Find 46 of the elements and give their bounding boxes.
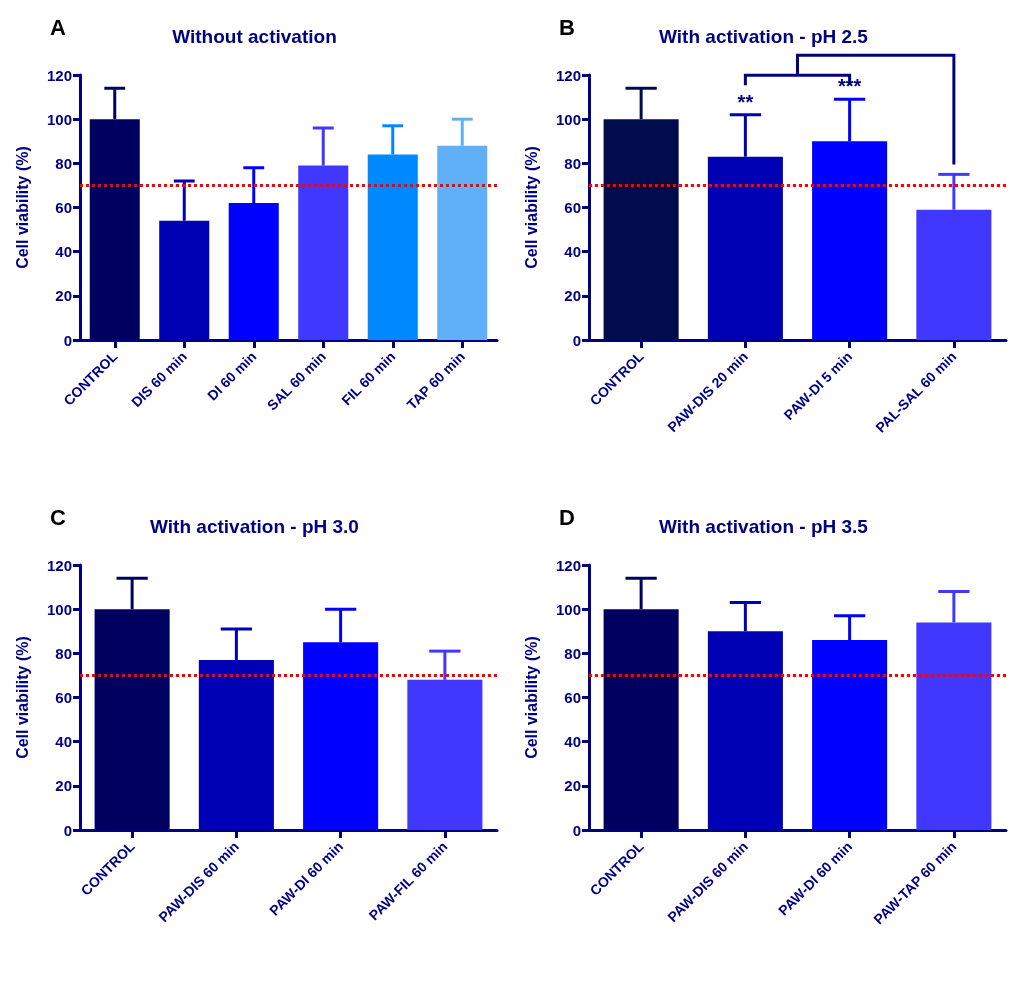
text: C [50, 504, 66, 530]
x-tick-label: SAL 60 min [263, 348, 329, 414]
y-tick-label: 0 [63, 821, 72, 839]
x-tick-label: TAP 60 min [403, 348, 468, 413]
y-tick-label: 20 [564, 777, 581, 795]
y-tick-label: 40 [55, 733, 72, 751]
y-tick-label: 100 [46, 600, 72, 618]
y-tick-label: 120 [46, 556, 72, 574]
y-axis-title: Cell viability (%) [13, 146, 31, 269]
y-tick-label: 120 [555, 66, 581, 84]
y-tick-label: 80 [564, 644, 581, 662]
text: D [559, 504, 575, 530]
x-tick-label: FIL 60 min [338, 348, 399, 409]
y-tick-label: 60 [55, 689, 72, 706]
y-axis-title: Cell viability (%) [13, 636, 31, 759]
y-tick-label: 20 [55, 287, 72, 305]
y-tick-label: 0 [572, 821, 581, 839]
y-tick-label: 40 [564, 733, 581, 751]
y-tick-label: 20 [564, 287, 581, 305]
chart-title: With activation - pH 2.5 [659, 26, 869, 47]
annotation: ** [737, 90, 754, 113]
y-tick-label: 100 [46, 110, 72, 128]
y-tick-label: 40 [564, 243, 581, 261]
y-tick-label: 20 [55, 777, 72, 795]
chart-title: With activation - pH 3.5 [659, 516, 869, 537]
chart-title: Without activation [172, 26, 337, 47]
y-tick-label: 40 [55, 243, 72, 261]
y-tick-label: 60 [564, 689, 581, 706]
y-tick-label: 60 [55, 199, 72, 216]
y-axis-title: Cell viability (%) [522, 146, 540, 269]
y-tick-label: 80 [55, 644, 72, 662]
x-tick-label: DIS 60 min [128, 348, 190, 411]
y-tick-label: 100 [555, 110, 581, 128]
y-tick-label: 0 [572, 331, 581, 349]
y-tick-label: 0 [63, 331, 72, 349]
x-tick-label: DI 60 min [204, 348, 260, 404]
text: A [50, 14, 66, 40]
chart-title: With activation - pH 3.0 [150, 516, 359, 537]
text: B [559, 14, 575, 40]
y-tick-label: 100 [555, 600, 581, 618]
y-tick-label: 120 [555, 556, 581, 574]
y-axis-title: Cell viability (%) [522, 636, 540, 759]
y-tick-label: 80 [564, 154, 581, 172]
y-tick-label: 120 [46, 66, 72, 84]
y-tick-label: 60 [564, 199, 581, 216]
y-tick-label: 80 [55, 154, 72, 172]
